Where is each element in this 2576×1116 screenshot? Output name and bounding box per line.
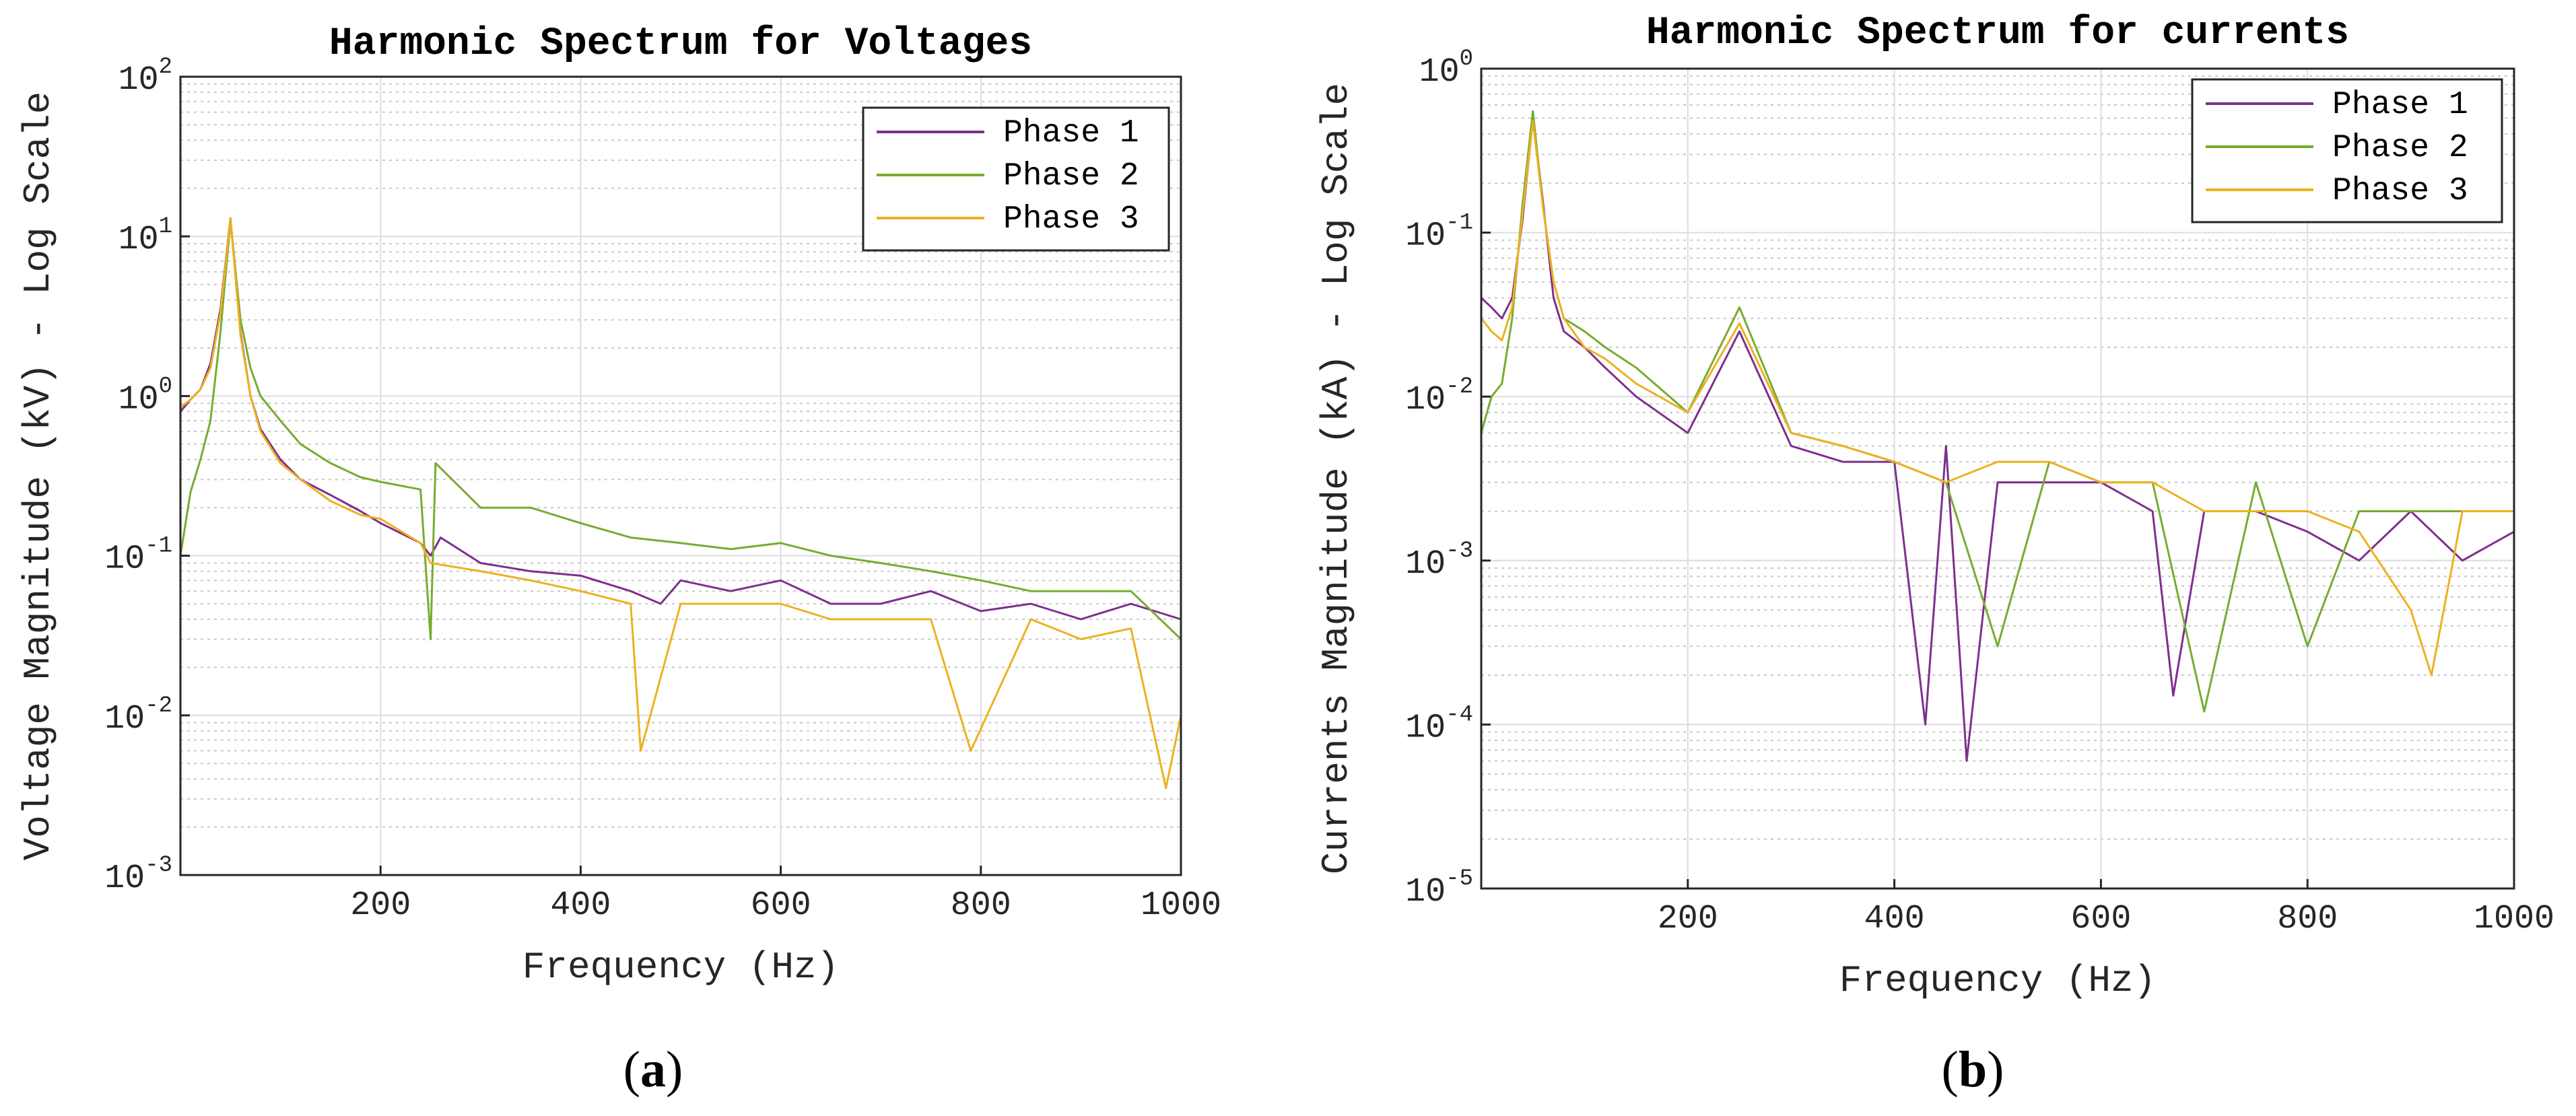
legend-entry: Phase 1 xyxy=(1003,115,1139,151)
y-tick-label: 10-2 xyxy=(1405,374,1473,419)
panel-a-y-axis-label: Voltage Magnitude (kV) - Log Scale xyxy=(17,92,60,861)
y-tick-label: 10-5 xyxy=(1405,866,1473,911)
y-tick-label: 10-4 xyxy=(1405,702,1473,747)
y-tick-label: 100 xyxy=(118,374,172,419)
series-line-phase-3 xyxy=(180,217,1182,790)
x-tick-label: 1000 xyxy=(1141,886,1221,925)
panel-a-series xyxy=(179,217,1182,790)
panel-b-xticks: 200 400 600 800 1000 xyxy=(1658,879,2554,938)
y-tick-label: 10-2 xyxy=(104,693,172,738)
x-tick-label: 200 xyxy=(1658,900,1718,938)
y-tick-label: 102 xyxy=(118,55,172,100)
y-tick-label: 101 xyxy=(118,214,172,259)
panel-b-yticks: 10-5 10-4 10-3 10-2 10-1 100 xyxy=(1405,46,1491,911)
series-line-phase-1 xyxy=(179,217,1182,621)
panel-b-series xyxy=(1480,110,2515,762)
x-tick-label: 400 xyxy=(550,886,611,925)
x-tick-label: 800 xyxy=(2277,900,2338,938)
panel-a: 200 400 600 800 1000 10-3 10-2 10-1 100 101 102 H… xyxy=(17,22,1221,1098)
panel-b-y-axis-label: Currents Magnitude (kA) - Log Scale xyxy=(1315,83,1358,874)
y-tick-label: 100 xyxy=(1419,46,1473,92)
legend-entry: Phase 3 xyxy=(1003,201,1139,238)
panel-b-axes-frame xyxy=(1480,67,2515,890)
panel-a-legend: Phase 1 Phase 2 Phase 3 xyxy=(862,106,1170,252)
y-tick-label: 10-3 xyxy=(1405,538,1473,584)
x-tick-label: 800 xyxy=(951,886,1011,925)
x-tick-label: 600 xyxy=(751,886,811,925)
y-tick-label: 10-3 xyxy=(104,853,172,898)
panel-b-title: Harmonic Spectrum for currents xyxy=(1646,11,2349,55)
legend-entry: Phase 2 xyxy=(1003,158,1139,195)
panel-a-title: Harmonic Spectrum for Voltages xyxy=(329,22,1032,66)
panel-a-yticks: 10-3 10-2 10-1 100 101 102 xyxy=(104,55,190,898)
x-tick-label: 200 xyxy=(350,886,411,925)
y-tick-label: 10-1 xyxy=(104,534,172,579)
legend-entry: Phase 3 xyxy=(2332,173,2468,209)
legend-entry: Phase 1 xyxy=(2332,87,2468,123)
series-line-phase-3 xyxy=(1480,120,2514,676)
legend-entry: Phase 2 xyxy=(2332,130,2468,166)
x-tick-label: 600 xyxy=(2070,900,2131,938)
x-tick-label: 1000 xyxy=(2474,900,2554,938)
panel-b-caption: (b) xyxy=(1942,1041,2004,1098)
y-tick-label: 10-1 xyxy=(1405,211,1473,256)
panel-b: 200 400 600 800 1000 10-5 10-4 10-3 10-2 10-1 100… xyxy=(1315,11,2554,1098)
panel-b-legend: Phase 1 Phase 2 Phase 3 xyxy=(2191,78,2503,223)
x-tick-label: 400 xyxy=(1864,900,1925,938)
series-line-phase-2 xyxy=(179,219,1182,641)
panel-a-axes-frame xyxy=(179,75,1182,876)
panel-b-x-axis-label: Frequency (Hz) xyxy=(1839,959,2156,1002)
panel-a-xticks: 200 400 600 800 1000 xyxy=(350,866,1221,925)
panel-a-caption: (a) xyxy=(623,1041,683,1098)
panel-a-x-axis-label: Frequency (Hz) xyxy=(522,946,839,989)
